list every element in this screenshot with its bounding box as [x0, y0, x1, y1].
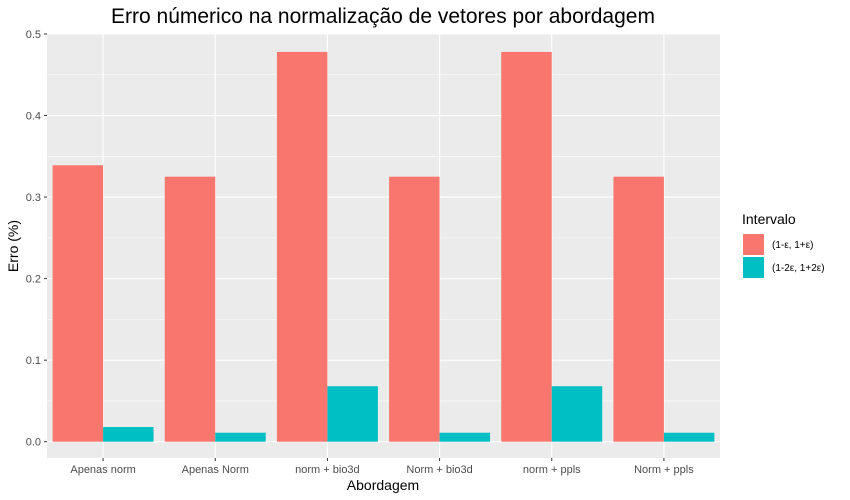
x-tick-label: Apenas norm: [70, 464, 135, 476]
bar-1-2: [164, 176, 216, 442]
legend-key-2: [743, 257, 764, 278]
bars: [52, 51, 715, 442]
bar-1-6: [613, 176, 664, 442]
y-tick-label: 0.4: [26, 111, 41, 123]
x-tick-label: Apenas Norm: [182, 464, 249, 476]
legend-title: Intervalo: [742, 211, 796, 227]
legend: Intervalo (1-ε, 1+ε) (1-2ε, 1+2ε): [742, 211, 825, 278]
bar-2-1: [103, 427, 154, 442]
x-tick-label: norm + bio3d: [295, 464, 360, 476]
bar-1-5: [501, 51, 552, 442]
x-tick-label: Norm + bio3d: [406, 464, 472, 476]
plot-panel: [47, 34, 720, 458]
y-tick-label: 0.0: [26, 437, 41, 449]
bar-2-5: [551, 386, 603, 442]
legend-label-2: (1-2ε, 1+2ε): [772, 263, 825, 274]
y-tick-label: 0.5: [26, 29, 41, 41]
y-tick-label: 0.2: [26, 274, 41, 286]
x-axis-ticks: Apenas norm Apenas Norm norm + bio3d Norm +…: [70, 458, 694, 476]
bar-1-1: [52, 165, 104, 442]
x-tick-label: norm + ppls: [523, 464, 581, 476]
y-tick-label: 0.1: [26, 355, 41, 367]
bar-2-6: [663, 432, 715, 442]
bar-2-2: [215, 432, 266, 442]
bar-1-3: [276, 51, 328, 442]
x-axis-title: Abordagem: [347, 477, 419, 493]
legend-label-1: (1-ε, 1+ε): [772, 240, 813, 251]
bar-2-4: [439, 432, 491, 442]
chart-title: Erro númerico na normalização de vetores…: [111, 5, 655, 28]
x-tick-label: Norm + ppls: [634, 464, 694, 476]
bar-2-3: [327, 386, 378, 442]
y-tick-label: 0.3: [26, 192, 41, 204]
y-axis-title: Erro (%): [5, 220, 21, 272]
y-axis-ticks: 0.0 0.1 0.2 0.3 0.4 0.5: [26, 29, 47, 449]
bar-1-4: [389, 176, 440, 442]
legend-key-1: [743, 234, 764, 255]
